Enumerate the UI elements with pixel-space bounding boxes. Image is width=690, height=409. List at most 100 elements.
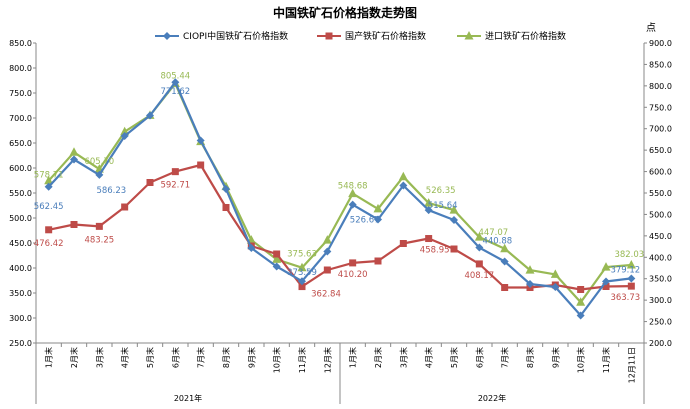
legend-marker [325,32,333,40]
data-point [95,222,103,230]
y-right-tick-label: 500.0 [649,210,672,219]
data-point [171,168,179,176]
data-point [222,204,230,211]
y-right-tick-label: 400.0 [649,253,672,262]
x-tick-label: 3月末 [94,347,104,368]
data-point [475,243,484,252]
data-point [70,221,78,228]
data-point [474,232,484,241]
data-point [373,203,383,213]
x-tick-label: 9月末 [550,347,560,368]
data-point [450,216,458,224]
data-point [247,244,256,252]
y-right-tick-label: 650.0 [649,146,672,155]
x-tick-label: 6月末 [170,347,180,368]
series-layer [44,78,636,320]
data-point [323,247,332,256]
data-point [273,250,281,258]
data-point [550,269,560,278]
data-point [120,132,129,140]
data-point [425,235,433,243]
x-tick-label: 1月末 [44,347,54,368]
x-tick-label: 9月末 [246,347,256,368]
y-right-tick-label: 350.0 [649,275,672,284]
legend-item: 进口铁矿石价格指数 [457,30,566,42]
legend-item: CIOPI中国铁矿石价格指数 [155,30,288,42]
x-tick-label: 8月末 [525,347,535,368]
y-left-tick-label: 850.0 [9,39,32,48]
data-point [525,265,535,274]
data-point [602,277,610,286]
data-point [322,235,332,244]
x-tick-label: 8月末 [221,347,231,368]
y-right-tick-label: 450.0 [649,232,672,241]
legend-label: CIOPI中国铁矿石价格指数 [183,30,288,42]
data-point [576,311,585,320]
data-point [626,259,636,269]
data-label: 562.45 [34,202,64,212]
data-point [576,297,586,306]
data-label: 458.95 [420,246,450,256]
data-label: 526.67 [350,216,380,226]
data-point [323,266,331,274]
y-left-tick-label: 300.0 [9,314,32,323]
data-point [69,147,79,156]
x-tick-label: 10月末 [272,347,282,373]
x-tick-label: 10月末 [576,347,586,373]
data-label: 771.62 [160,87,190,97]
x-tick-label: 1月末 [348,347,358,368]
y-right-tick-label: 550.0 [649,189,672,198]
data-label: 476.42 [34,239,64,249]
data-point [348,188,358,198]
data-point [399,240,407,247]
series-line [47,81,632,317]
y-right-tick-label: 300.0 [649,296,672,305]
data-point [146,179,154,186]
data-label: 586.23 [96,186,126,196]
data-label: 548.68 [338,182,368,192]
x-tick-label: 6月末 [474,347,484,368]
series-line [48,163,632,291]
data-point [222,185,230,193]
data-label: 362.84 [311,290,341,300]
x-tick-label: 3月末 [398,347,408,368]
legend-marker [163,32,171,40]
data-label: 605.70 [84,157,114,167]
data-point [577,286,585,293]
data-label: 363.73 [610,293,640,303]
x-tick-label: 11月末 [297,347,307,373]
data-point [121,203,129,211]
y-left-tick-label: 600.0 [9,164,32,173]
data-point [500,243,510,253]
x-tick-label: 7月末 [500,347,510,368]
series-0 [44,78,636,320]
data-point [627,282,635,290]
data-point [196,136,205,145]
x-tick-label: 7月末 [196,347,206,368]
y-right-tick-label: 700.0 [649,125,672,134]
x-tick-label: 5月末 [145,347,155,368]
data-point [45,226,53,234]
data-point [298,277,306,286]
legend-label: 进口铁矿石价格指数 [485,30,566,42]
data-label: 483.25 [84,235,114,245]
data-point [424,206,433,215]
x-tick-label: 5月末 [449,347,459,368]
data-label: 578.71 [34,171,64,181]
data-point [398,171,408,181]
data-label: 526.35 [426,186,456,196]
y-right-tick-label: 600.0 [649,168,672,177]
data-point [374,257,382,265]
data-point [526,280,534,288]
legend-label: 国产铁矿石价格指数 [345,30,426,42]
x-tick-label: 2月末 [69,347,79,368]
y-right-tick-label: 900.0 [649,39,672,48]
y-left-tick-label: 800.0 [9,64,32,73]
data-label: 592.71 [160,181,190,191]
data-point [298,283,306,291]
y-left-tick-label: 750.0 [9,89,32,98]
year-group-label: 2022年 [478,393,506,403]
y-left-tick-label: 700.0 [9,114,32,123]
